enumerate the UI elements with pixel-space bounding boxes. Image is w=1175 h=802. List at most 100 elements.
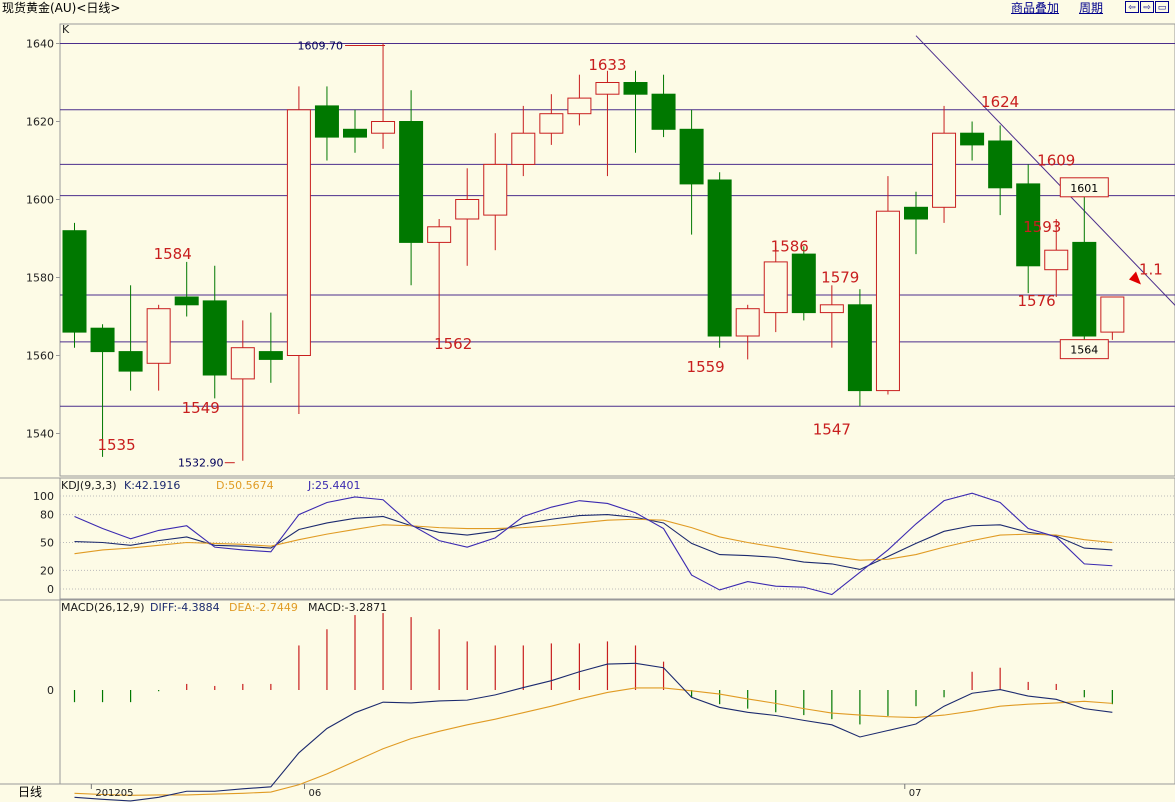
candle-body [567,97,592,115]
candle-body [90,327,115,353]
candle-body [399,121,424,243]
price-annotation: 1584 [154,245,192,263]
candle-body [988,140,1013,189]
macd-panel-frame [59,599,1175,785]
trend-arrow-head [1128,271,1141,285]
macd-readout: MACD:-3.2871 [308,601,387,614]
price-annotation: 1633 [588,56,626,74]
top-bar: 现货黄金(AU)<日线> 商品叠加 周期 ⇦ ⇨ ▭ [0,0,1175,18]
zoom-button[interactable]: ▭ [1155,1,1169,13]
candle [707,172,732,348]
candle-body [371,121,396,134]
candle-body [819,304,844,314]
price-annotation: 1579 [821,269,859,287]
candle [230,320,255,461]
kdj-y-tick-label: 20 [40,564,54,577]
bottom-period-label: 日线 [18,785,42,799]
x-tick-label: 06 [309,788,322,799]
candle-body [1072,241,1097,337]
main-y-tick-label: 1580 [26,272,54,285]
candle [174,261,199,317]
kdj-readout: D:50.5674 [216,479,274,492]
price-box [1059,339,1109,360]
candle-body [314,105,339,138]
macd-y-tick-label: 0 [47,684,54,697]
candle [371,43,396,149]
candle-body [679,128,704,185]
price-annotation: 1624 [981,93,1019,111]
price-annotation: 1593 [1023,218,1061,236]
candle [258,312,283,383]
candle [904,191,928,255]
candle [988,125,1013,216]
candle [791,246,816,321]
candle [314,86,339,161]
extreme-price-label: 1609.70 [298,39,344,52]
candle [90,324,115,457]
main-y-tick-label: 1640 [26,38,54,51]
kdj-y-tick-label: 100 [33,490,54,503]
candle-body [1044,249,1069,271]
candle-body [847,304,872,392]
kdj-y-tick-label: 0 [47,583,54,596]
candle [118,285,143,391]
candle [286,86,311,414]
candle [427,219,452,348]
kdj-label: KDJ(9,3,3) [61,479,117,492]
kdj-series-j [74,492,1113,596]
candle-body [960,132,985,146]
overlay-link[interactable]: 商品叠加 [1011,1,1060,15]
candle-body [427,226,452,243]
kdj-series-k [74,514,1113,571]
price-annotation: 1562 [434,335,472,353]
price-box-label: 1601 [1070,182,1098,195]
nav-buttons: ⇦ ⇨ ▭ [1125,1,1170,15]
candle-body [174,296,199,306]
candle [651,74,676,138]
period-link[interactable]: 周期 [1079,1,1104,15]
candle-body [875,210,900,392]
candle [595,70,620,177]
macd-label: MACD(26,12,9) [61,601,145,614]
price-annotation: 1576 [1018,292,1056,310]
macd-readout: DIFF:-4.3884 [150,601,220,614]
extreme-price-label: 1532.90 [178,457,224,470]
x-tick-label: 07 [909,788,922,799]
price-annotation: 1549 [182,399,220,417]
x-tick-label: 201205 [95,788,133,799]
candle-body [904,206,928,220]
candle-body [623,82,648,95]
candle-body [1100,296,1125,333]
candle [539,94,564,145]
candle [343,109,367,153]
scroll-left-button[interactable]: ⇦ [1125,1,1139,13]
macd-diff-line [74,662,1113,802]
candle [1100,296,1125,340]
candle-body [763,261,788,314]
scroll-right-button[interactable]: ⇨ [1140,1,1154,13]
main-y-tick-label: 1620 [26,116,54,129]
price-annotation: 1547 [813,421,851,439]
candle [202,265,227,399]
candle [146,304,171,391]
candle [932,105,957,223]
kdj-y-tick-label: 80 [40,509,54,522]
candle-body [286,109,311,356]
candle-body [932,132,957,208]
candle [483,133,508,251]
candle-body [483,163,508,216]
main-y-tick-label: 1560 [26,350,54,363]
price-box-label: 1564 [1070,344,1098,357]
candle-body [791,253,816,314]
candle [763,246,788,333]
candle-body [595,82,620,95]
candle-body [258,351,283,360]
candle-body [146,308,171,364]
kdj-panel-frame [59,477,1175,600]
candle-body [707,179,732,337]
candle [735,304,760,360]
candle [567,74,592,126]
chart-canvas[interactable]: K 1540 1560 1580 1600 1620 1640 1.1 1609.70 1633 1… [0,18,1175,802]
main-y-tick-label: 1540 [26,428,54,441]
candle [679,109,704,235]
